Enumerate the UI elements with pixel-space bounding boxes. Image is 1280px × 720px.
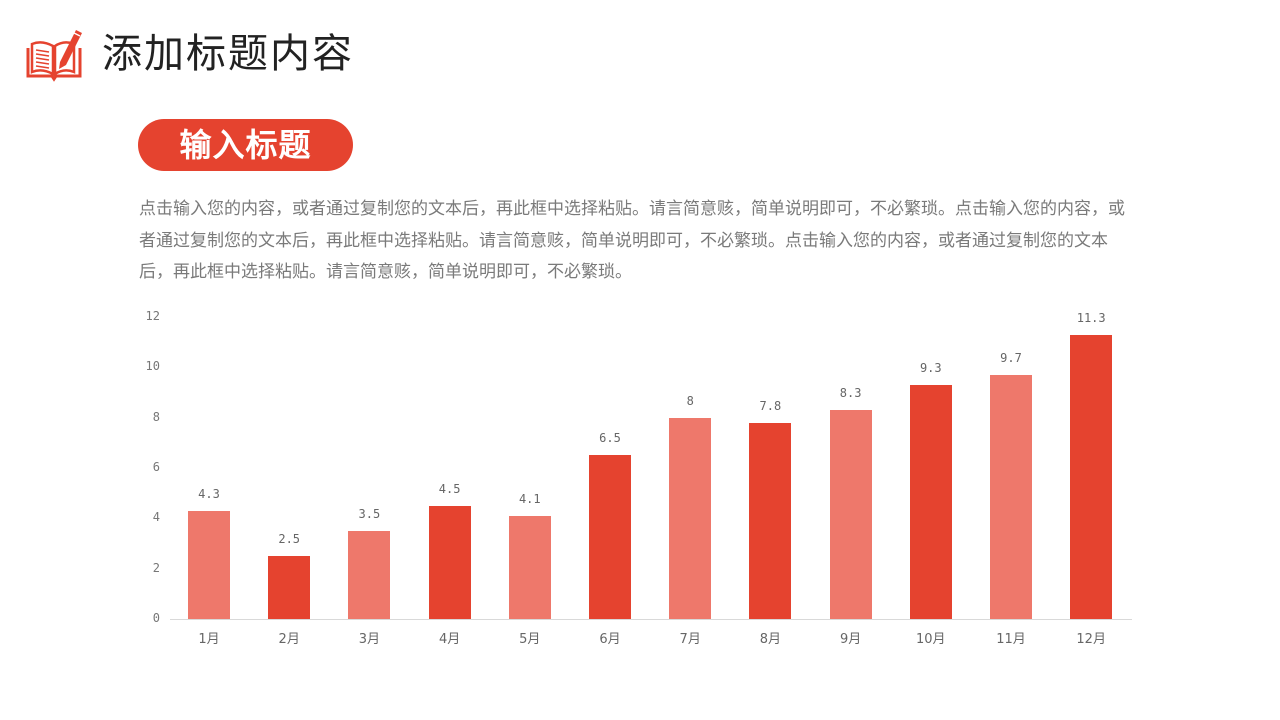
x-tick-label: 12月: [1076, 632, 1106, 647]
x-tick-label: 9月: [839, 632, 862, 647]
x-tick-label: 3月: [358, 632, 381, 647]
x-tick-label: 5月: [519, 632, 541, 647]
bar: [909, 384, 952, 619]
bar: [829, 410, 872, 619]
y-tick-label: 10: [145, 359, 160, 374]
x-tick-label: 7月: [679, 632, 701, 647]
bar: [508, 515, 551, 619]
y-tick-label: 12: [145, 309, 160, 323]
bar: [348, 530, 391, 619]
bar-value-label: 8.3: [839, 386, 862, 401]
bar-value-label: 8: [686, 393, 694, 408]
bar-value-label: 6.5: [599, 431, 621, 446]
bar: [669, 417, 712, 619]
bar: [990, 374, 1032, 619]
bar-value-label: 9.3: [919, 360, 942, 375]
bar-chart: 0 2 4 6 8 10 12 4.3 1月 2.5 2月 3.5 3月 4.5 4月 4.1 5月 6.5 6月…: [130, 300, 1140, 660]
bar-value-label: 4.5: [438, 481, 461, 496]
section-title-pill: 输入标题: [138, 119, 353, 171]
x-tick-label: 4月: [438, 632, 461, 647]
bar: [1070, 334, 1113, 619]
bar-value-label: 11.3: [1076, 310, 1106, 325]
bar-value-label: 7.8: [759, 398, 782, 413]
x-tick-label: 2月: [278, 632, 300, 647]
bar: [428, 505, 471, 619]
y-tick-label: 2: [152, 560, 160, 575]
description-text: 点击输入您的内容，或者通过复制您的文本后，再此框中选择粘贴。请言简意赅，简单说明…: [139, 199, 1125, 282]
x-axis-line: [170, 619, 1132, 620]
x-tick-label: 6月: [599, 632, 621, 647]
x-tick-label: 10月: [916, 632, 946, 647]
x-tick-label: 1月: [198, 632, 220, 647]
bar-value-label: 9.7: [1000, 350, 1022, 365]
y-tick-label: 4: [152, 510, 160, 525]
bar-value-label: 4.3: [198, 486, 220, 501]
bar: [749, 422, 792, 619]
bar-value-label: 3.5: [358, 506, 381, 521]
page-title: 添加标题内容: [102, 31, 354, 77]
bar: [268, 556, 311, 619]
y-tick-label: 8: [152, 409, 160, 424]
bar: [188, 510, 230, 619]
bar-value-label: 2.5: [278, 532, 301, 547]
bar: [589, 455, 631, 619]
y-tick-label: 0: [152, 611, 160, 625]
x-tick-label: 11月: [996, 632, 1026, 647]
x-tick-label: 8月: [759, 632, 782, 647]
book-pencil-icon: [24, 24, 84, 82]
y-tick-label: 6: [152, 460, 160, 474]
bar-value-label: 4.1: [518, 491, 541, 506]
